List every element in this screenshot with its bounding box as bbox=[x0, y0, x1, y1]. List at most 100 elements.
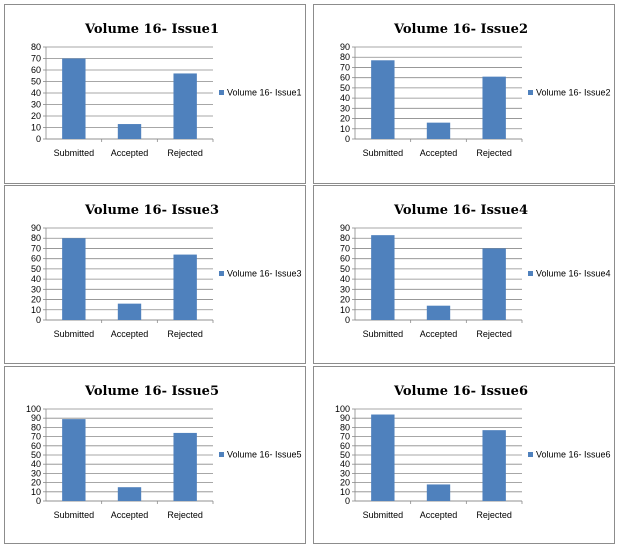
y-tick-label: 30 bbox=[31, 284, 41, 294]
bar-submitted bbox=[62, 419, 86, 501]
y-tick-label: 100 bbox=[26, 404, 41, 414]
x-tick-label: Submitted bbox=[363, 510, 404, 520]
x-tick-label: Rejected bbox=[167, 329, 203, 339]
y-tick-label: 80 bbox=[340, 233, 350, 243]
chart-panel-issue4: Volume 16- Issue4 0 10 20 30 40 50 60 70 80 90 Subm… bbox=[313, 185, 615, 364]
y-tick-label: 10 bbox=[31, 305, 41, 315]
x-tick-label: Submitted bbox=[54, 510, 95, 520]
y-tick-label: 0 bbox=[36, 315, 41, 325]
y-tick-label: 30 bbox=[31, 100, 41, 110]
y-tick-label: 20 bbox=[31, 111, 41, 121]
y-tick-label: 50 bbox=[31, 450, 41, 460]
y-tick-label: 60 bbox=[340, 73, 350, 83]
y-tick-label: 70 bbox=[31, 243, 41, 253]
x-tick-label: Accepted bbox=[420, 329, 458, 339]
y-tick-label: 50 bbox=[340, 83, 350, 93]
chart-title: Volume 16- Issue2 bbox=[393, 22, 528, 37]
y-tick-label: 0 bbox=[36, 134, 41, 144]
chart-panel-issue1: Volume 16- Issue1 0 10 20 30 40 50 60 70 80 Submit… bbox=[4, 4, 306, 184]
chart-title: Volume 16- Issue1 bbox=[84, 22, 219, 37]
bar-accepted bbox=[117, 303, 142, 320]
y-tick-label: 70 bbox=[340, 62, 350, 72]
y-tick-label: 90 bbox=[340, 223, 350, 233]
bar-submitted bbox=[62, 58, 86, 139]
chart-panel-issue5: Volume 16- Issue5 0 10 20 30 40 50 60 70 80 90 100 S… bbox=[4, 366, 306, 544]
bar-accepted bbox=[426, 305, 451, 320]
y-tick-label: 90 bbox=[31, 413, 41, 423]
legend-label: Volume 16- Issue4 bbox=[536, 269, 611, 279]
bar-accepted bbox=[426, 122, 451, 139]
bar-rejected bbox=[482, 76, 506, 139]
y-tick-label: 0 bbox=[345, 496, 350, 506]
chart-panel-issue3: Volume 16- Issue3 0 10 20 30 40 50 60 70 80 90 Subm… bbox=[4, 185, 306, 364]
y-tick-label: 20 bbox=[340, 114, 350, 124]
x-tick-label: Rejected bbox=[476, 148, 512, 158]
bar-rejected bbox=[482, 430, 506, 501]
y-tick-label: 80 bbox=[340, 422, 350, 432]
y-tick-label: 90 bbox=[340, 413, 350, 423]
chart-title: Volume 16- Issue3 bbox=[84, 203, 219, 218]
y-tick-label: 0 bbox=[36, 496, 41, 506]
chart-title: Volume 16- Issue6 bbox=[393, 384, 528, 399]
x-tick-label: Accepted bbox=[111, 329, 149, 339]
y-tick-label: 60 bbox=[31, 254, 41, 264]
bar-accepted bbox=[117, 124, 142, 139]
y-tick-label: 100 bbox=[335, 404, 350, 414]
y-tick-label: 50 bbox=[340, 264, 350, 274]
y-tick-label: 10 bbox=[31, 487, 41, 497]
x-tick-label: Submitted bbox=[54, 148, 95, 158]
y-tick-label: 80 bbox=[31, 42, 41, 52]
bar-rejected bbox=[482, 248, 506, 320]
bar-accepted bbox=[426, 484, 451, 501]
y-tick-label: 30 bbox=[340, 103, 350, 113]
legend-swatch bbox=[219, 90, 224, 95]
y-tick-label: 90 bbox=[340, 42, 350, 52]
y-tick-label: 20 bbox=[340, 478, 350, 488]
legend-label: Volume 16- Issue3 bbox=[227, 269, 302, 279]
bar-accepted bbox=[117, 487, 142, 501]
x-tick-label: Accepted bbox=[111, 148, 149, 158]
y-tick-label: 40 bbox=[31, 88, 41, 98]
legend-swatch bbox=[219, 271, 224, 276]
chart-title: Volume 16- Issue4 bbox=[393, 203, 528, 218]
y-tick-label: 10 bbox=[340, 305, 350, 315]
x-tick-label: Accepted bbox=[111, 510, 149, 520]
y-tick-label: 60 bbox=[340, 254, 350, 264]
y-tick-label: 60 bbox=[31, 441, 41, 451]
legend-label: Volume 16- Issue6 bbox=[536, 450, 611, 460]
x-tick-label: Rejected bbox=[476, 329, 512, 339]
legend-label: Volume 16- Issue1 bbox=[227, 88, 302, 98]
bar-submitted bbox=[371, 235, 395, 320]
chart-title: Volume 16- Issue5 bbox=[84, 384, 219, 399]
y-tick-label: 40 bbox=[31, 459, 41, 469]
y-tick-label: 60 bbox=[340, 441, 350, 451]
x-tick-label: Rejected bbox=[476, 510, 512, 520]
y-tick-label: 70 bbox=[340, 432, 350, 442]
x-tick-label: Submitted bbox=[363, 329, 404, 339]
x-tick-label: Submitted bbox=[54, 329, 95, 339]
legend-swatch bbox=[528, 90, 533, 95]
chart-panel-issue2: Volume 16- Issue2 0 10 20 30 40 50 60 70 80 90 Subm… bbox=[313, 4, 615, 184]
y-tick-label: 80 bbox=[340, 52, 350, 62]
y-tick-label: 20 bbox=[31, 478, 41, 488]
bar-rejected bbox=[173, 254, 197, 320]
y-tick-label: 30 bbox=[340, 284, 350, 294]
y-tick-label: 30 bbox=[340, 468, 350, 478]
x-tick-label: Rejected bbox=[167, 148, 203, 158]
bar-submitted bbox=[62, 238, 86, 320]
y-tick-label: 50 bbox=[340, 450, 350, 460]
legend-swatch bbox=[528, 452, 533, 457]
x-tick-label: Accepted bbox=[420, 510, 458, 520]
bar-rejected bbox=[173, 73, 197, 139]
y-tick-label: 40 bbox=[340, 274, 350, 284]
legend-swatch bbox=[219, 452, 224, 457]
y-tick-label: 90 bbox=[31, 223, 41, 233]
y-tick-label: 40 bbox=[340, 93, 350, 103]
y-tick-label: 0 bbox=[345, 315, 350, 325]
chart-panel-issue6: Volume 16- Issue6 0 10 20 30 40 50 60 70 80 90 100 S… bbox=[313, 366, 615, 544]
y-tick-label: 40 bbox=[340, 459, 350, 469]
